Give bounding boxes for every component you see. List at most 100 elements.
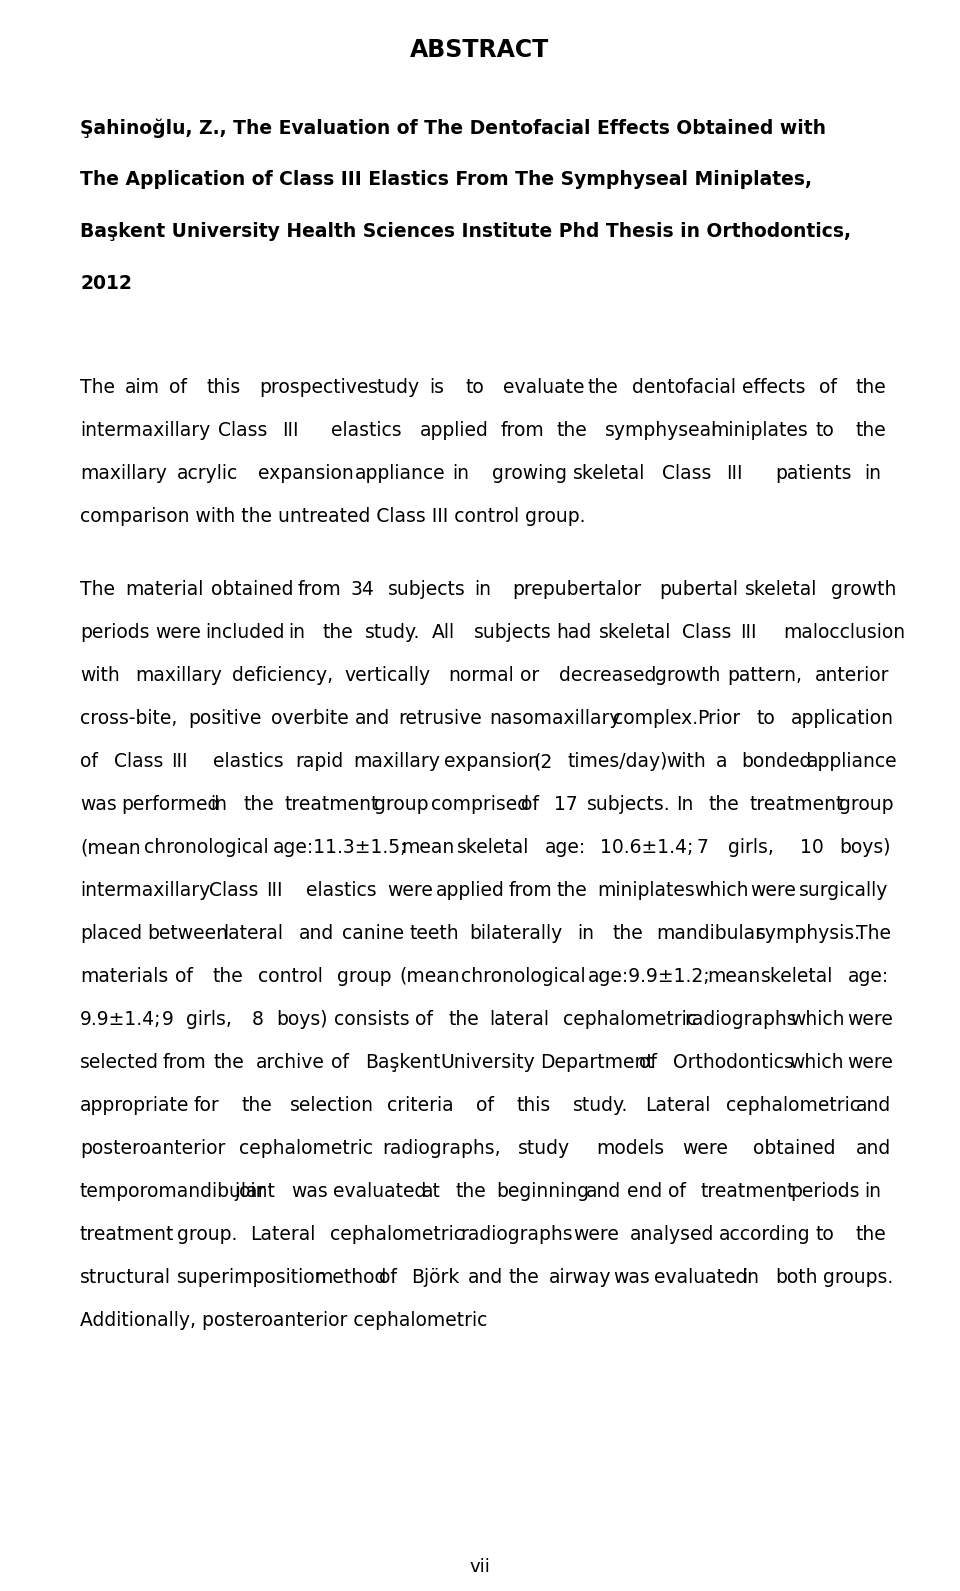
Text: the: the [212, 967, 243, 986]
Text: or: or [520, 667, 540, 686]
Text: of: of [175, 967, 192, 986]
Text: treatment: treatment [284, 796, 379, 815]
Text: periods: periods [80, 624, 150, 643]
Text: cephalometric: cephalometric [330, 1225, 465, 1244]
Text: girls,: girls, [728, 838, 774, 858]
Text: selected: selected [80, 1053, 159, 1072]
Text: ABSTRACT: ABSTRACT [410, 38, 550, 62]
Text: 10.6±1.4;: 10.6±1.4; [601, 838, 694, 858]
Text: is: is [429, 379, 444, 398]
Text: comprised: comprised [431, 796, 529, 815]
Text: from: from [298, 581, 341, 598]
Text: Class: Class [209, 881, 259, 901]
Text: temporomandibular: temporomandibular [80, 1182, 266, 1201]
Text: obtained: obtained [211, 581, 294, 598]
Text: girls,: girls, [186, 1010, 232, 1029]
Text: rapid: rapid [296, 753, 344, 772]
Text: periods: periods [790, 1182, 860, 1201]
Text: cross-bite,: cross-bite, [80, 710, 178, 729]
Text: both: both [775, 1268, 817, 1287]
Text: dentofacial: dentofacial [633, 379, 736, 398]
Text: complex.: complex. [613, 710, 699, 729]
Text: in: in [452, 465, 468, 484]
Text: 34: 34 [351, 581, 375, 598]
Text: the: the [509, 1268, 540, 1287]
Text: the: the [855, 379, 886, 398]
Text: of: of [169, 379, 187, 398]
Text: included: included [205, 624, 285, 643]
Text: 8: 8 [252, 1010, 264, 1029]
Text: treatment: treatment [701, 1182, 795, 1201]
Text: vertically: vertically [344, 667, 430, 686]
Text: Class: Class [113, 753, 163, 772]
Text: from: from [163, 1053, 206, 1072]
Text: had: had [557, 624, 592, 643]
Text: maxillary: maxillary [80, 465, 167, 484]
Text: according: according [718, 1225, 810, 1244]
Text: were: were [683, 1139, 729, 1158]
Text: group: group [839, 796, 894, 815]
Text: evaluated: evaluated [333, 1182, 426, 1201]
Text: of: of [331, 1053, 349, 1072]
Text: the: the [855, 422, 886, 441]
Text: of: of [668, 1182, 685, 1201]
Text: evaluated: evaluated [654, 1268, 747, 1287]
Text: study.: study. [365, 624, 420, 643]
Text: the: the [455, 1182, 486, 1201]
Text: the: the [323, 624, 353, 643]
Text: skeletal: skeletal [457, 838, 529, 858]
Text: radiographs: radiographs [460, 1225, 572, 1244]
Text: mean: mean [707, 967, 760, 986]
Text: the: the [612, 924, 643, 943]
Text: with: with [80, 667, 120, 686]
Text: Başkent University Health Sciences Institute Phd Thesis in Orthodontics,: Başkent University Health Sciences Insti… [80, 223, 851, 240]
Text: appropriate: appropriate [80, 1096, 189, 1115]
Text: chronological: chronological [461, 967, 586, 986]
Text: with: with [666, 753, 706, 772]
Text: bonded: bonded [741, 753, 811, 772]
Text: deficiency,: deficiency, [231, 667, 333, 686]
Text: of: of [415, 1010, 433, 1029]
Text: All: All [431, 624, 454, 643]
Text: pattern,: pattern, [728, 667, 803, 686]
Text: airway: airway [549, 1268, 612, 1287]
Text: Class: Class [218, 422, 267, 441]
Text: radiographs,: radiographs, [383, 1139, 501, 1158]
Text: obtained: obtained [753, 1139, 835, 1158]
Text: for: for [193, 1096, 219, 1115]
Text: decreased: decreased [560, 667, 657, 686]
Text: elastics: elastics [330, 422, 401, 441]
Text: Orthodontics: Orthodontics [673, 1053, 794, 1072]
Text: surgically: surgically [799, 881, 888, 901]
Text: Şahinoğlu, Z., The Evaluation of The Dentofacial Effects Obtained with: Şahinoğlu, Z., The Evaluation of The Den… [80, 118, 826, 137]
Text: between: between [148, 924, 228, 943]
Text: were: were [155, 624, 201, 643]
Text: canine: canine [342, 924, 404, 943]
Text: malocclusion: malocclusion [782, 624, 905, 643]
Text: III: III [282, 422, 299, 441]
Text: anterior: anterior [815, 667, 890, 686]
Text: of: of [819, 379, 837, 398]
Text: archive: archive [256, 1053, 325, 1072]
Text: of: of [639, 1053, 657, 1072]
Text: the: the [557, 881, 588, 901]
Text: nasomaxillary: nasomaxillary [490, 710, 621, 729]
Text: group: group [374, 796, 428, 815]
Text: Prior: Prior [697, 710, 740, 729]
Text: and: and [586, 1182, 621, 1201]
Text: the: the [588, 379, 618, 398]
Text: which: which [694, 881, 749, 901]
Text: age:9.9±1.2;: age:9.9±1.2; [588, 967, 710, 986]
Text: method: method [315, 1268, 387, 1287]
Text: III: III [172, 753, 188, 772]
Text: appliance: appliance [355, 465, 445, 484]
Text: acrylic: acrylic [177, 465, 238, 484]
Text: normal: normal [448, 667, 514, 686]
Text: maxillary: maxillary [353, 753, 440, 772]
Text: vii: vii [469, 1558, 491, 1577]
Text: to: to [466, 379, 485, 398]
Text: 7: 7 [697, 838, 708, 858]
Text: application: application [791, 710, 894, 729]
Text: of: of [379, 1268, 397, 1287]
Text: III: III [266, 881, 282, 901]
